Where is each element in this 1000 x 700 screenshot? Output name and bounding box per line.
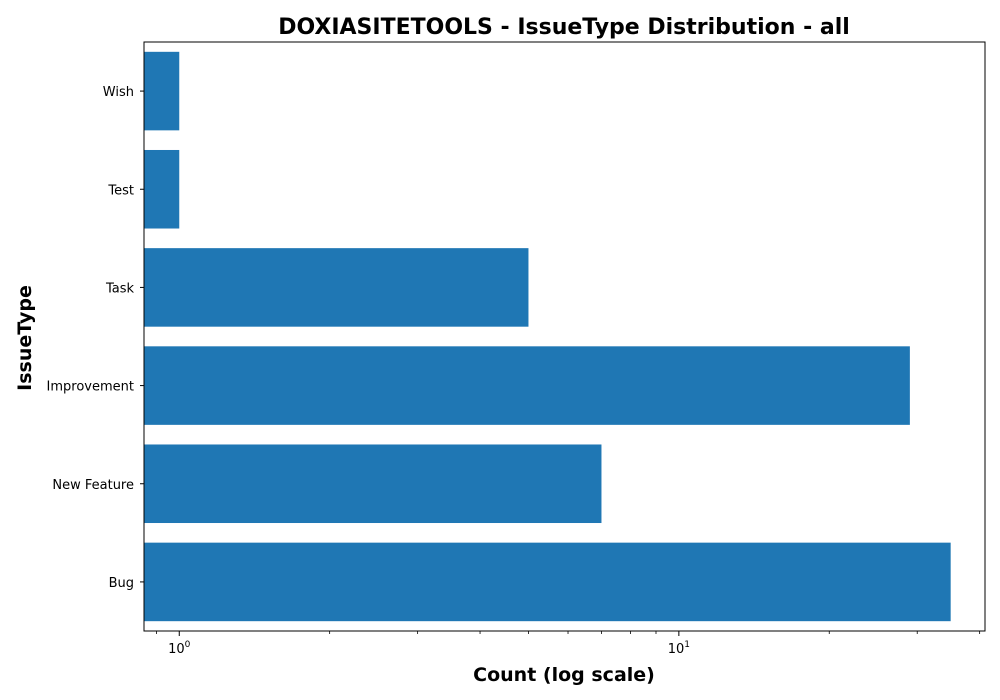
y-tick-label: Improvement <box>47 380 134 395</box>
bar-new-feature <box>144 444 602 524</box>
y-tick-label: Wish <box>103 85 134 100</box>
x-axis-label: Count (log scale) <box>473 664 655 686</box>
bars-group <box>144 51 951 622</box>
y-tick-label: Task <box>105 281 135 296</box>
y-tick-label: Bug <box>109 576 134 591</box>
y-tick-label: New Feature <box>52 478 134 493</box>
plot-frame <box>143 41 986 632</box>
y-tick-label: Test <box>107 183 134 198</box>
x-tick-label: 100 <box>168 640 191 657</box>
y-axis-label: IssueType <box>14 285 36 391</box>
bar-improvement <box>144 346 910 425</box>
bar-wish <box>144 51 180 131</box>
bar-bug <box>144 542 951 622</box>
chart-title: DOXIASITETOOLS - IssueType Distribution … <box>278 15 850 40</box>
bar-task <box>144 248 529 327</box>
y-axis-ticks: Bug New Feature Improvement Task Test Wish <box>47 85 144 591</box>
x-tick-label: 101 <box>668 640 690 657</box>
bar-test <box>144 149 180 229</box>
x-axis-ticks: 100 101 <box>156 631 981 657</box>
